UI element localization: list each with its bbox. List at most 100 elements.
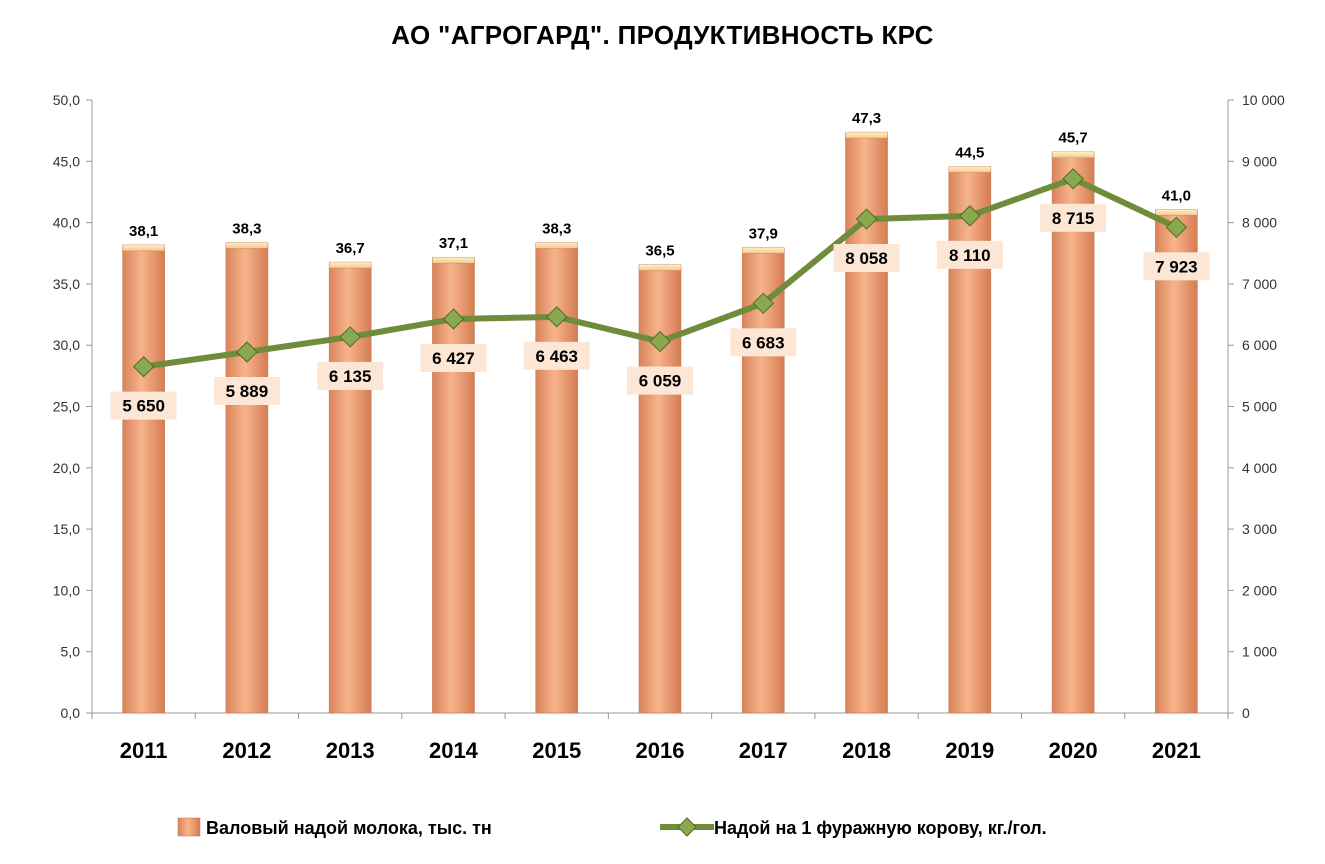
line-marker: [649, 330, 671, 353]
line-marker: [1062, 168, 1084, 190]
right-tick-label: 1 000: [1242, 644, 1277, 660]
line-label-box: [523, 341, 590, 370]
bar-value-label: 37,1: [439, 235, 468, 252]
line-label-box: [317, 361, 384, 390]
line-marker: [546, 306, 568, 328]
labels-group: 38,1 38,3 36,7 37,1 38,3 36,5 37,9 47,3 44,5 45,7…: [110, 110, 1210, 420]
line-marker: [855, 208, 878, 230]
line-value-label: 7 923: [1155, 257, 1198, 276]
line-value-label: 8 058: [845, 249, 888, 268]
bar-value-label: 36,5: [645, 243, 674, 260]
left-tick-label: 25,0: [53, 399, 80, 415]
legend-line-marker: [677, 817, 697, 837]
line-value-label: 6 463: [535, 347, 578, 366]
right-tick-label: 9 000: [1242, 153, 1277, 169]
line-label-box: [420, 344, 487, 373]
bar-cap: [742, 247, 785, 254]
x-tick-label: 2020: [1049, 738, 1098, 763]
bar-value-label: 38,1: [129, 223, 158, 240]
bar-cap: [328, 261, 372, 269]
chart-title: АО "АГРОГАРД". ПРОДУКТИВНОСТЬ КРС: [391, 20, 934, 50]
bar: [741, 248, 785, 714]
x-tick-label: 2014: [429, 738, 479, 763]
right-tick-label: 5 000: [1242, 399, 1277, 415]
left-tick-label: 45,0: [53, 153, 80, 169]
right-tick-label: 7 000: [1242, 276, 1277, 292]
left-tick-label: 15,0: [53, 521, 80, 537]
line-label-box: [1143, 252, 1210, 281]
x-tick-label: 2015: [532, 738, 581, 763]
left-tick-label: 30,0: [53, 337, 80, 353]
bars-group: [122, 131, 1198, 714]
left-tick-label: 20,0: [53, 460, 80, 476]
line-marker: [339, 326, 361, 348]
line-value-label: 5 889: [226, 382, 269, 401]
bar-value-label: 47,3: [852, 110, 881, 127]
x-tick-label: 2012: [222, 738, 271, 763]
line-label-box: [213, 377, 280, 406]
line-label-box: [936, 240, 1003, 269]
bar-value-label: 37,9: [749, 225, 778, 242]
left-tick-label: 10,0: [53, 582, 80, 598]
legend-bar-swatch: [177, 817, 201, 837]
line-value-label: 6 135: [329, 367, 372, 386]
bar-cap: [432, 256, 475, 264]
line-value-label: 5 650: [122, 397, 165, 416]
line-marker: [442, 308, 465, 330]
right-tick-label: 4 000: [1242, 460, 1277, 476]
left-tick-label: 0,0: [61, 705, 81, 721]
bar-cap: [225, 242, 269, 249]
x-tick-label: 2018: [842, 738, 891, 763]
right-tick-label: 8 000: [1242, 215, 1277, 231]
line-marker: [1165, 216, 1188, 239]
bar-value-label: 38,3: [232, 220, 261, 237]
bar-value-label: 41,0: [1162, 187, 1191, 204]
bar-cap: [948, 166, 992, 173]
bar: [225, 243, 269, 714]
line-label-box: [833, 244, 900, 273]
bar-cap: [535, 242, 578, 249]
bar-cap: [1051, 151, 1095, 158]
line-value-label: 6 683: [742, 333, 785, 352]
bar: [1051, 152, 1095, 714]
right-tick-label: 3 000: [1242, 521, 1277, 537]
line-value-label: 8 110: [949, 246, 991, 265]
right-tick-label: 6 000: [1242, 337, 1277, 353]
right-tick-label: 10 000: [1242, 92, 1285, 108]
line-marker: [236, 341, 258, 363]
x-tick-label: 2011: [120, 738, 168, 763]
bar-value-label: 44,5: [955, 144, 984, 161]
bar-value-label: 36,7: [336, 240, 365, 257]
bar: [432, 257, 475, 714]
right-tick-label: 2 000: [1242, 582, 1277, 598]
line-value-label: 8 715: [1052, 209, 1095, 228]
x-tick-label: 2016: [636, 738, 685, 763]
bar-value-label: 38,3: [542, 220, 571, 237]
line-value-label: 6 059: [639, 372, 682, 391]
line-label-box: [1040, 203, 1107, 232]
line-label-box: [110, 391, 177, 420]
bar-value-label: 45,7: [1058, 130, 1087, 147]
line-group: [132, 168, 1188, 378]
legend: Валовый надой молока, тыс. тн Надой на 1…: [177, 817, 1047, 838]
legend-bar-label: Валовый надой молока, тыс. тн: [206, 818, 492, 838]
bar-cap: [638, 264, 682, 271]
x-tick-label: 2017: [739, 738, 788, 763]
bar: [1155, 210, 1198, 714]
axes-group: 0,0 5,0 10,0 15,0 20,0 25,0 30,0 35,0 40,0 45,0 50…: [53, 92, 1285, 763]
bar-cap: [122, 244, 165, 252]
left-tick-label: 35,0: [53, 276, 80, 292]
x-tick-label: 2019: [945, 738, 994, 763]
line-marker: [959, 205, 981, 227]
line-marker: [132, 355, 155, 378]
bar-cap: [845, 131, 888, 139]
left-tick-label: 5,0: [61, 644, 81, 660]
legend-line-label: Надой на 1 фуражную корову, кг./гол.: [714, 818, 1047, 838]
line-marker: [752, 292, 774, 315]
x-tick-label: 2013: [326, 738, 375, 763]
right-tick-label: 0: [1242, 705, 1250, 721]
left-tick-label: 50,0: [53, 92, 80, 108]
line-label-box: [730, 328, 797, 357]
bar-cap: [1155, 209, 1198, 216]
